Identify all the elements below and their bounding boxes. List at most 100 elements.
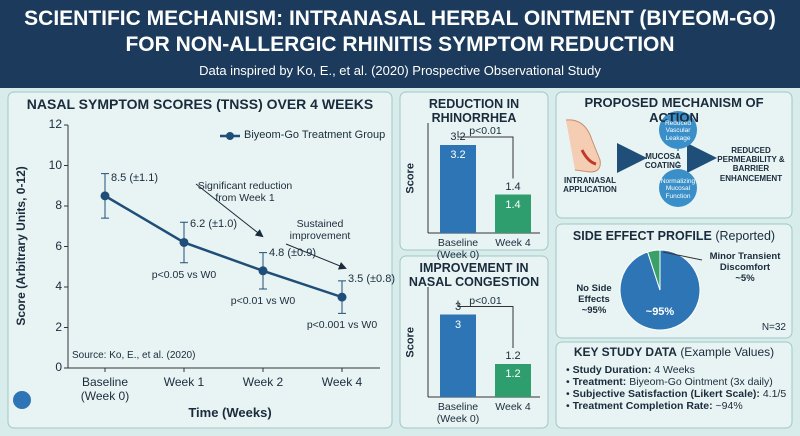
node-label: Normalizing Mucosal Function [660, 178, 696, 200]
value-label: 1.4 [505, 198, 521, 211]
title-note: (Example Values) [680, 345, 775, 359]
item-label: Subjective Satisfaction (Likert Scale): [572, 388, 760, 401]
legend-marker [226, 132, 234, 140]
key-data-item: • Study Duration: 4 Weeks [566, 364, 695, 376]
y-tick-label: 8 [55, 198, 62, 212]
value: ~5% [735, 272, 755, 284]
y-tick-label: 2 [55, 319, 62, 334]
chart-title: IMPROVEMENT IN NASAL CONGESTION [408, 261, 540, 290]
source-note: Source: Ko, E., et al. (2020) [72, 350, 196, 361]
x-tick-label: Baseline (Week 0) [80, 375, 130, 403]
legend-label: Biyeom-Go Treatment Group [244, 129, 386, 141]
panel [7, 91, 393, 429]
significance-bracket [457, 300, 514, 348]
node-label: MUCOSA COATING [644, 152, 682, 171]
x-tick-label: Baseline (Week 0) [436, 237, 480, 262]
x-tick-label: Week 1 [163, 375, 205, 389]
title: SIDE EFFECT PROFILE [572, 229, 712, 243]
slice-label: Minor Transient Discomfort ~5% [700, 251, 790, 285]
key-data-list: • Study Duration: 4 Weeks • Treatment: Bi… [566, 364, 790, 412]
category: Minor Transient Discomfort [709, 251, 781, 273]
panel-title: PROPOSED MECHANISM OF ACTION [584, 95, 764, 125]
item-value: ~94% [715, 400, 743, 413]
y-axis-label: Score [404, 327, 417, 358]
item-value: 4.1/5 [762, 388, 787, 401]
bar [440, 314, 476, 397]
node-label: Reduced Vascular Leakage [664, 120, 692, 142]
x-tick-label: Week 4 [495, 237, 531, 249]
value: ~95% [581, 304, 607, 316]
node-label: INTRANASAL APPLICATION [563, 176, 617, 195]
y-tick-label: 10 [48, 157, 62, 172]
item-label: Study Duration: [572, 364, 652, 376]
x-axis-label: Time (Weeks) [188, 405, 272, 420]
chart-title: SIDE EFFECT PROFILE (Reported) [560, 229, 788, 243]
data-point [100, 191, 110, 201]
bar [495, 364, 531, 397]
y-axis-label: Score [404, 163, 417, 194]
annotation: Sustained improvement [289, 218, 351, 243]
node-label: REDUCED PERMEABILITY & BARRIER ENHANCEME… [717, 146, 785, 183]
item-label: Treatment: [572, 376, 627, 389]
value-label: 6.2 (±1.0) [190, 218, 238, 231]
y-tick-label: 6 [55, 238, 62, 253]
series-line [104, 194, 343, 299]
chart-title: NASAL SYMPTOM SCORES (TNSS) OVER 4 WEEKS [26, 96, 374, 112]
page-title: SCIENTIFIC MECHANISM: INTRANASAL HERBAL … [24, 7, 776, 56]
bar [495, 194, 531, 233]
slice-label: No Side Effects ~95% [566, 283, 622, 317]
value-label: 4.8 (±0.9) [269, 246, 317, 259]
value-label: 1.2 [505, 368, 521, 380]
value-label: 3 [454, 318, 462, 331]
item-value: Biyeom-Go Ointment (3x daily) [629, 376, 773, 389]
effect-bubble [659, 169, 697, 207]
logo [13, 391, 31, 409]
key-data-item: • Subjective Satisfaction (Likert Scale)… [566, 388, 787, 401]
title-note: (Reported) [715, 229, 776, 243]
panel-title: KEY STUDY DATA (Example Values) [562, 345, 786, 360]
item-label: Treatment Completion Rate: [572, 400, 713, 413]
bar [440, 145, 476, 233]
y-tick-label: 12 [48, 117, 62, 131]
value-label: 1.4 [505, 180, 521, 193]
key-data-item: • Treatment Completion Rate: ~94% [566, 400, 743, 413]
title: KEY STUDY DATA [573, 345, 677, 359]
category: No Side Effects [576, 283, 612, 305]
value-label: 1.2 [505, 350, 521, 362]
leader-line [662, 251, 703, 261]
item-value: 4 Weeks [654, 364, 695, 376]
value-label: 3.2 [450, 131, 466, 143]
panel [555, 91, 793, 219]
data-point [258, 266, 268, 276]
y-tick-label: 4 [55, 279, 62, 293]
sample-note: N=32 [761, 322, 786, 333]
significance-bracket [457, 131, 514, 179]
y-axis-label: Score (Arbitrary Units, 0-12) [14, 165, 29, 326]
x-tick-label: Week 4 [321, 375, 363, 389]
pie-slice [647, 249, 661, 291]
x-tick-label: Week 2 [242, 375, 284, 389]
nose-icon [565, 119, 601, 173]
slice-label: ~95% [645, 306, 675, 318]
chart-title: REDUCTION IN RHINORRHEA [428, 97, 520, 126]
annotation-arrow [285, 243, 347, 270]
panel [555, 341, 793, 429]
effect-bubble [659, 111, 697, 149]
p-value-label: p<0.05 vs W0 [151, 268, 217, 281]
key-data-item: • Treatment: Biyeom-Go Ointment (3x dail… [566, 376, 773, 389]
significance-label: p<0.01 [469, 125, 502, 137]
value-label: 8.5 (±1.1) [111, 171, 159, 184]
value-label: 3.2 [450, 149, 466, 161]
x-tick-label: Week 4 [495, 401, 531, 413]
annotation: Significant reduction from Week 1 [197, 180, 293, 205]
value-label: 3 [454, 300, 462, 313]
p-value-label: p<0.001 vs W0 [306, 319, 378, 332]
p-value-label: p<0.01 vs W0 [230, 295, 296, 308]
data-point [179, 237, 189, 247]
y-tick-label: 0 [55, 360, 62, 374]
page-subtitle: Data inspired by Ko, E., et al. (2020) P… [199, 63, 601, 78]
header-band [0, 0, 800, 88]
x-tick-label: Baseline (Week 0) [436, 401, 480, 426]
significance-label: p<0.01 [469, 294, 502, 307]
